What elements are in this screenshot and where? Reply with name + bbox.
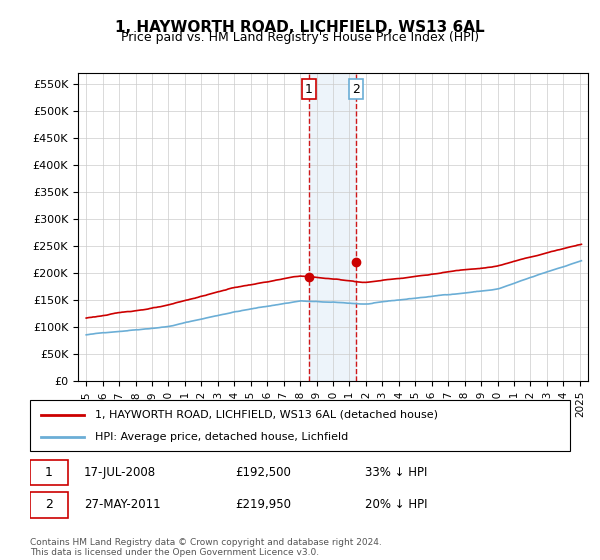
- Text: 2: 2: [352, 82, 360, 96]
- Text: 17-JUL-2008: 17-JUL-2008: [84, 466, 156, 479]
- Text: 1: 1: [45, 466, 53, 479]
- FancyBboxPatch shape: [30, 400, 570, 451]
- Text: 27-MAY-2011: 27-MAY-2011: [84, 498, 161, 511]
- Bar: [309, 73, 356, 381]
- Text: 33% ↓ HPI: 33% ↓ HPI: [365, 466, 427, 479]
- Text: 1: 1: [305, 82, 313, 96]
- Text: Contains HM Land Registry data © Crown copyright and database right 2024.
This d: Contains HM Land Registry data © Crown c…: [30, 538, 382, 557]
- FancyBboxPatch shape: [30, 492, 68, 517]
- Text: £192,500: £192,500: [235, 466, 291, 479]
- FancyBboxPatch shape: [30, 460, 68, 486]
- Text: 20% ↓ HPI: 20% ↓ HPI: [365, 498, 427, 511]
- Text: HPI: Average price, detached house, Lichfield: HPI: Average price, detached house, Lich…: [95, 432, 348, 442]
- Text: Price paid vs. HM Land Registry's House Price Index (HPI): Price paid vs. HM Land Registry's House …: [121, 31, 479, 44]
- Text: 2: 2: [45, 498, 53, 511]
- Text: 1, HAYWORTH ROAD, LICHFIELD, WS13 6AL (detached house): 1, HAYWORTH ROAD, LICHFIELD, WS13 6AL (d…: [95, 409, 438, 419]
- Text: 1, HAYWORTH ROAD, LICHFIELD, WS13 6AL: 1, HAYWORTH ROAD, LICHFIELD, WS13 6AL: [115, 20, 485, 35]
- Text: £219,950: £219,950: [235, 498, 291, 511]
